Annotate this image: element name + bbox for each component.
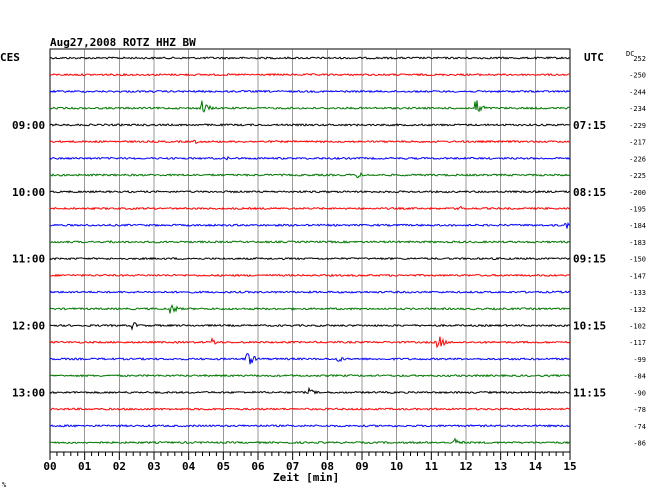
dc-offset-label: -226: [629, 155, 646, 163]
trace-line: [49, 290, 571, 294]
x-tick-label: 07: [286, 460, 299, 473]
dc-offset-label: -200: [629, 189, 646, 197]
plot-frame: [49, 48, 571, 453]
trace-line: [49, 256, 571, 261]
left-hour-label: 12:00: [12, 320, 45, 333]
dc-offset-label: -195: [629, 205, 646, 213]
trace-line: [49, 407, 571, 411]
x-tick-label: 02: [113, 460, 126, 473]
trace-line: [49, 386, 571, 395]
trace-line: [49, 240, 571, 244]
x-tick-label: 00: [43, 460, 56, 473]
x-tick-label: 14: [529, 460, 543, 473]
dc-offset-label: -150: [629, 256, 646, 264]
x-tick-label: 04: [182, 460, 196, 473]
dc-label: DC: [626, 50, 634, 58]
dc-offset-label: -86: [633, 440, 646, 448]
trace-line: [49, 100, 571, 113]
x-tick-label: 06: [251, 460, 265, 473]
right-time-labels: 07:15 08:15 09:15 10:15 11:15: [573, 119, 606, 400]
trace-line: [49, 437, 571, 445]
left-hour-label: 11:00: [12, 253, 45, 266]
left-hour-label: 10:00: [12, 186, 45, 199]
trace-line: [49, 139, 571, 145]
x-tick-label: 10: [390, 460, 403, 473]
trace-line: [49, 155, 571, 161]
trace-line: [50, 221, 571, 229]
trace-line: [49, 424, 571, 428]
left-timezone-label: CES: [0, 51, 20, 64]
right-time-label: 11:15: [573, 386, 606, 399]
trace-line: [50, 373, 571, 378]
dc-offset-label: -132: [629, 306, 646, 314]
corner-mark: %: [2, 481, 7, 489]
x-tick-label: 09: [355, 460, 368, 473]
right-time-label: 07:15: [573, 119, 606, 132]
right-time-label: 10:15: [573, 320, 606, 333]
dc-offset-labels: 252 -250 -244 -234 -229 -217 -226 -225 -200 -195 -…: [629, 55, 646, 448]
dc-offset-label: -74: [633, 423, 646, 431]
trace-line: [49, 56, 571, 60]
right-time-label: 08:15: [573, 186, 606, 199]
trace-line: [49, 322, 571, 331]
trace-line: [49, 172, 571, 179]
x-tick-label: 03: [147, 460, 160, 473]
left-hour-labels: 09:00 10:00 11:00 12:00 13:00: [12, 119, 45, 400]
dc-offset-label: -250: [629, 72, 646, 80]
chart-grid: [49, 48, 571, 453]
dc-offset-label: -102: [629, 323, 646, 331]
x-tick-label: 15: [563, 460, 576, 473]
dc-offset-label: -90: [633, 389, 646, 397]
right-time-label: 09:15: [573, 253, 606, 266]
dc-offset-label: -183: [629, 239, 646, 247]
trace-line: [49, 89, 571, 94]
dc-offset-label: -217: [629, 139, 646, 147]
trace-line: [49, 336, 571, 349]
x-tick-label: 13: [494, 460, 507, 473]
x-tick-label: 08: [321, 460, 334, 473]
trace-line: [49, 273, 571, 278]
right-timezone-label: UTC: [584, 51, 604, 64]
dc-offset-label: -117: [629, 339, 646, 347]
seismic-traces: [49, 56, 571, 445]
dc-offset-label: -147: [629, 272, 646, 280]
x-axis-label: Zeit [min]: [273, 471, 339, 484]
dc-offset-label: -244: [629, 88, 646, 96]
dc-offset-label: -78: [633, 406, 646, 414]
dc-offset-label: 252: [633, 55, 646, 63]
x-tick-label: 05: [217, 460, 230, 473]
trace-line: [49, 304, 571, 314]
dc-offset-label: -99: [633, 356, 646, 364]
dc-offset-label: -234: [629, 105, 646, 113]
x-tick-label: 11: [425, 460, 439, 473]
dc-offset-label: -84: [633, 373, 646, 381]
x-axis: 00 01 02 03 04 05 06 07 08 09 10 11 12 13 14 15: [43, 452, 577, 473]
trace-line: [49, 353, 571, 365]
trace-line: [49, 189, 571, 194]
dc-offset-label: -229: [629, 122, 646, 130]
dc-offset-label: -133: [629, 289, 646, 297]
x-tick-label: 12: [459, 460, 472, 473]
x-tick-label: 01: [78, 460, 92, 473]
left-hour-label: 09:00: [12, 119, 45, 132]
dc-offset-label: -184: [629, 222, 646, 230]
chart-title: Aug27,2008 ROTZ HHZ BW: [50, 36, 196, 49]
dc-offset-label: -225: [629, 172, 646, 180]
trace-line: [49, 123, 571, 127]
trace-line: [49, 205, 571, 211]
trace-line: [49, 72, 570, 77]
left-hour-label: 13:00: [12, 386, 45, 399]
